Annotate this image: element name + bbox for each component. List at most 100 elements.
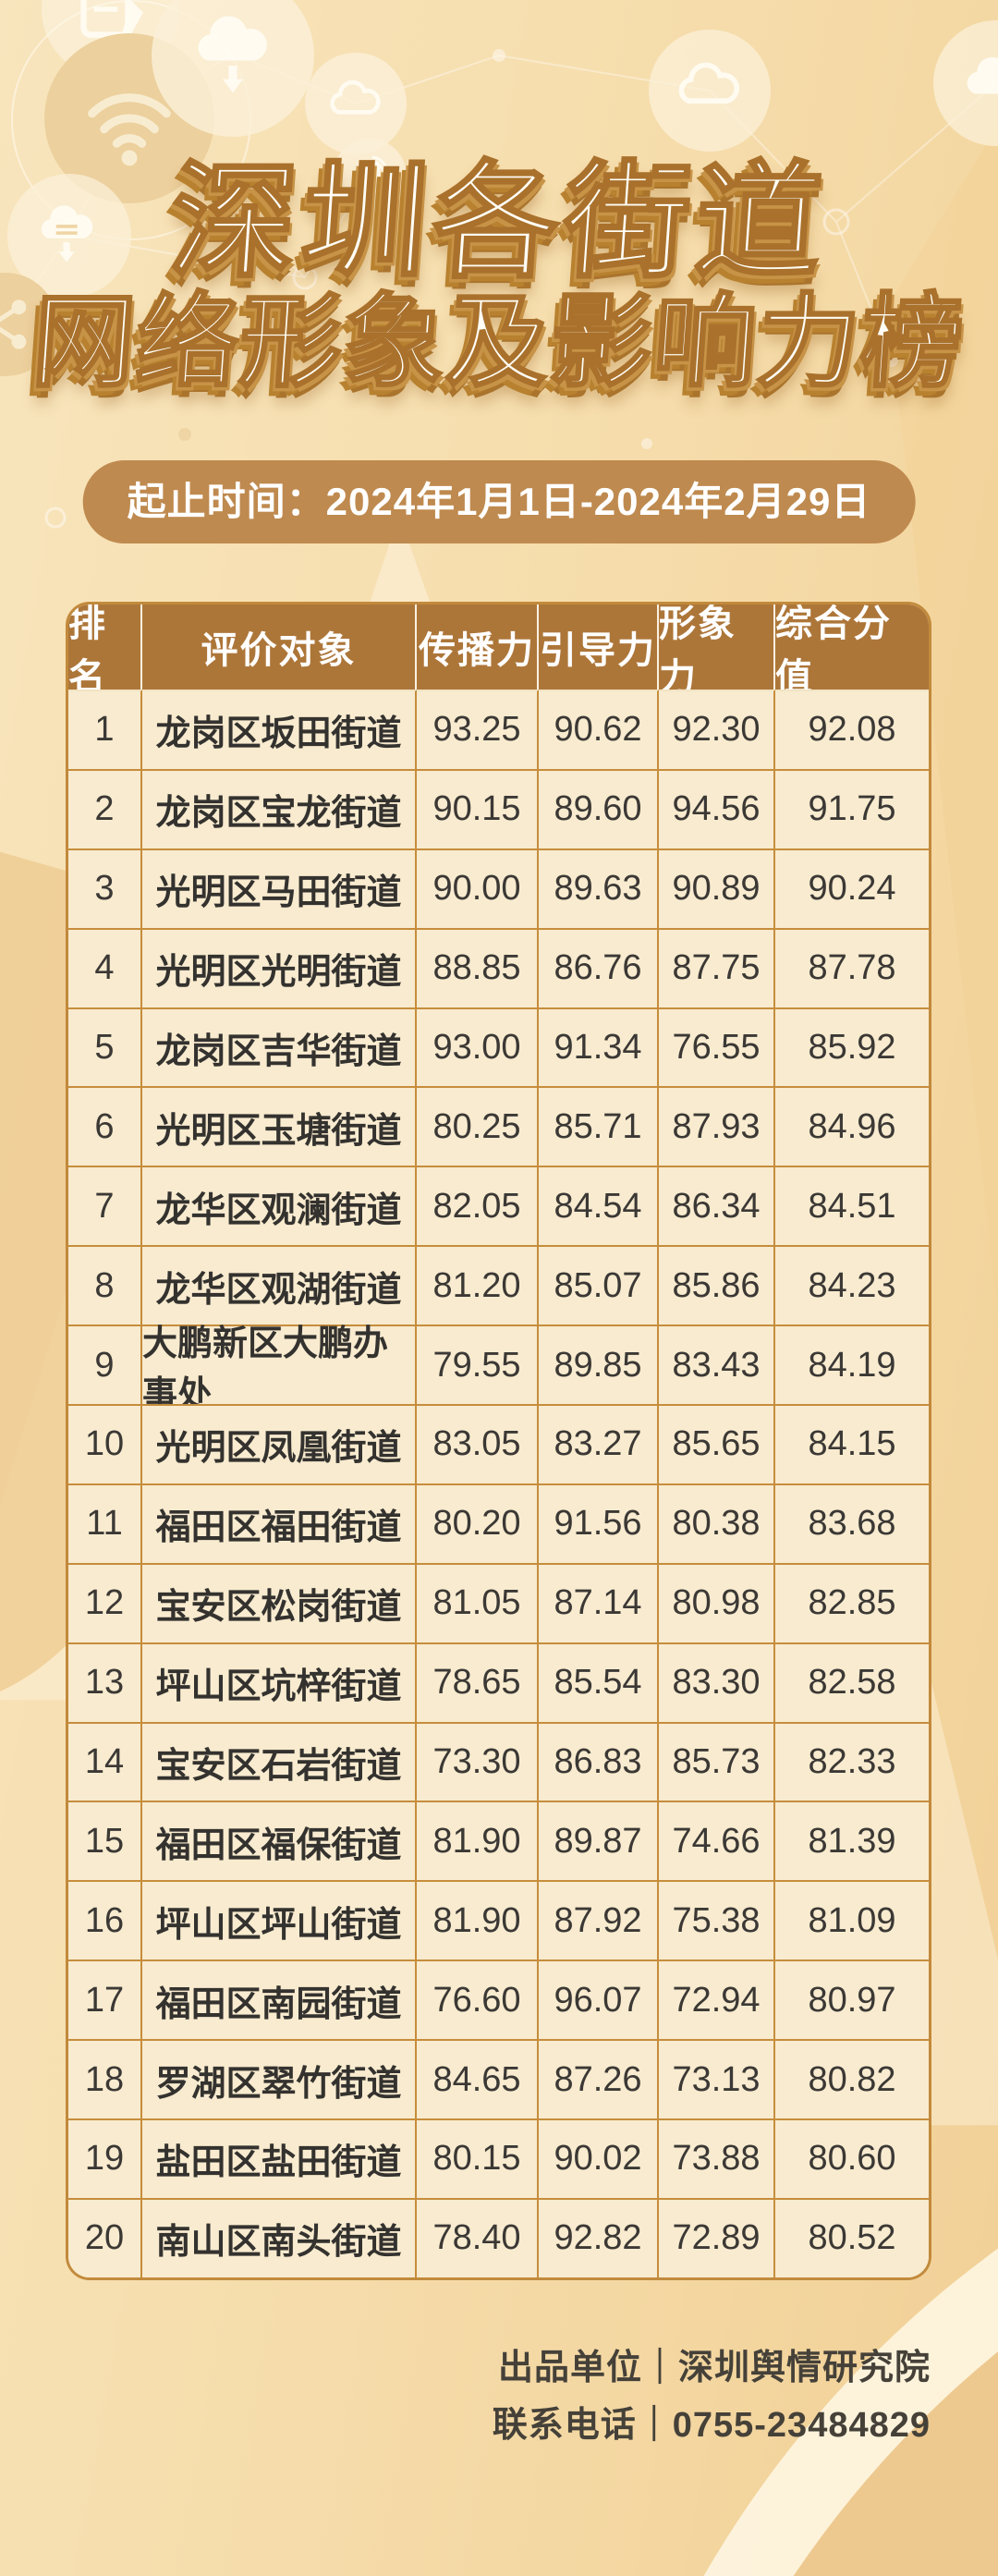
guide-score-cell: 89.60 <box>539 768 659 848</box>
street-name-cell: 龙华区观湖街道 <box>142 1245 417 1325</box>
spread-score-cell: 78.65 <box>417 1642 539 1722</box>
image-score-cell: 83.30 <box>659 1642 775 1722</box>
image-score-cell: 85.86 <box>659 1245 775 1325</box>
total-score-cell: 92.08 <box>775 690 929 769</box>
image-score-cell: 75.38 <box>659 1880 775 1960</box>
rank-cell: 17 <box>68 1959 142 2040</box>
street-name-cell: 光明区凤凰街道 <box>142 1404 417 1483</box>
total-score-cell: 90.24 <box>775 848 929 928</box>
street-name-cell: 坪山区坑梓街道 <box>142 1642 417 1722</box>
street-name-cell: 坪山区坪山街道 <box>142 1880 417 1960</box>
image-score-cell: 83.43 <box>659 1325 775 1405</box>
spread-score-cell: 78.40 <box>417 2197 539 2277</box>
guide-score-cell: 89.87 <box>539 1801 659 1881</box>
header-cell-0: 排名 <box>68 604 142 698</box>
image-score-cell: 80.98 <box>659 1562 775 1642</box>
rank-cell: 13 <box>68 1642 142 1722</box>
street-name-cell: 光明区马田街道 <box>142 848 417 928</box>
image-score-cell: 94.56 <box>659 768 775 848</box>
guide-score-cell: 87.92 <box>539 1880 659 1960</box>
spread-score-cell: 76.60 <box>417 1959 539 2040</box>
guide-score-cell: 87.14 <box>539 1562 659 1642</box>
total-score-cell: 82.58 <box>775 1642 929 1722</box>
guide-score-cell: 90.62 <box>539 690 659 769</box>
spread-score-cell: 73.30 <box>417 1721 539 1801</box>
cloud-icon <box>649 30 771 152</box>
rank-cell: 10 <box>68 1404 142 1483</box>
image-score-cell: 85.65 <box>659 1404 775 1483</box>
spread-score-cell: 81.90 <box>417 1801 539 1881</box>
street-name-cell: 龙岗区吉华街道 <box>142 1007 417 1087</box>
image-score-cell: 72.94 <box>659 1959 775 2040</box>
street-name-cell: 罗湖区翠竹街道 <box>142 2039 417 2119</box>
guide-score-cell: 84.54 <box>539 1166 659 1246</box>
footer-credits: 出品单位｜深圳舆情研究院 联系电话｜0755-23484829 <box>493 2340 931 2454</box>
total-score-cell: 80.60 <box>775 2118 929 2198</box>
street-name-cell: 宝安区石岩街道 <box>142 1721 417 1801</box>
image-score-cell: 72.89 <box>659 2197 775 2277</box>
total-score-cell: 87.78 <box>775 927 929 1007</box>
image-score-cell: 76.55 <box>659 1007 775 1087</box>
guide-score-cell: 89.63 <box>539 848 659 928</box>
guide-score-cell: 86.83 <box>539 1721 659 1801</box>
spread-score-cell: 81.05 <box>417 1562 539 1642</box>
spread-score-cell: 90.15 <box>417 768 539 848</box>
guide-score-cell: 85.07 <box>539 1245 659 1325</box>
footer-phone: 联系电话｜0755-23484829 <box>492 2405 931 2445</box>
rank-cell: 4 <box>68 927 142 1007</box>
header-cell-1: 评价对象 <box>142 604 417 690</box>
guide-score-cell: 86.76 <box>539 927 659 1007</box>
footer-producer: 出品单位｜深圳舆情研究院 <box>497 2349 931 2387</box>
cloud-download-icon <box>152 0 314 137</box>
guide-score-cell: 92.82 <box>539 2197 659 2277</box>
rank-cell: 12 <box>68 1562 142 1642</box>
rank-cell: 6 <box>68 1086 142 1166</box>
phone-wifi-icon <box>333 139 407 213</box>
header-cell-4: 形象力 <box>659 604 775 698</box>
rank-cell: 2 <box>68 768 142 848</box>
image-score-cell: 90.89 <box>659 848 775 928</box>
guide-score-cell: 89.85 <box>539 1325 659 1405</box>
spread-score-cell: 88.85 <box>417 927 539 1007</box>
total-score-cell: 81.09 <box>775 1880 929 1960</box>
rank-cell: 18 <box>68 2039 142 2119</box>
page-title-line1: 深圳各街道 <box>164 151 834 294</box>
guide-score-cell: 90.02 <box>539 2118 659 2198</box>
street-name-cell: 福田区福保街道 <box>142 1801 417 1881</box>
image-score-cell: 86.34 <box>659 1166 775 1246</box>
guide-score-cell: 85.54 <box>539 1642 659 1722</box>
spread-score-cell: 90.00 <box>417 848 539 928</box>
total-score-cell: 80.82 <box>775 2039 929 2119</box>
image-score-cell: 73.88 <box>659 2118 775 2198</box>
image-score-cell: 73.13 <box>659 2039 775 2119</box>
street-name-cell: 南山区南头街道 <box>142 2197 417 2277</box>
spread-score-cell: 80.25 <box>417 1086 539 1166</box>
image-score-cell: 85.73 <box>659 1721 775 1801</box>
rank-cell: 1 <box>68 690 142 769</box>
spread-score-cell: 80.20 <box>417 1483 539 1563</box>
header-cell-5: 综合分值 <box>775 604 929 698</box>
street-name-cell: 龙岗区宝龙街道 <box>142 768 417 848</box>
rank-cell: 19 <box>68 2118 142 2198</box>
spread-score-cell: 83.05 <box>417 1404 539 1483</box>
rank-cell: 9 <box>68 1325 142 1405</box>
image-score-cell: 74.66 <box>659 1801 775 1881</box>
total-score-cell: 84.51 <box>775 1166 929 1246</box>
total-score-cell: 83.68 <box>775 1483 929 1563</box>
spread-score-cell: 84.65 <box>417 2039 539 2119</box>
total-score-cell: 84.15 <box>775 1404 929 1483</box>
rank-cell: 7 <box>68 1166 142 1246</box>
image-score-cell: 87.75 <box>659 927 775 1007</box>
street-name-cell: 大鹏新区大鹏办事处 <box>142 1325 417 1414</box>
total-score-cell: 82.85 <box>775 1562 929 1642</box>
rank-cell: 11 <box>68 1483 142 1563</box>
street-name-cell: 福田区南园街道 <box>142 1959 417 2040</box>
header-cell-2: 传播力 <box>417 604 539 690</box>
total-score-cell: 82.33 <box>775 1721 929 1801</box>
spread-score-cell: 93.00 <box>417 1007 539 1087</box>
rank-cell: 15 <box>68 1801 142 1881</box>
rank-cell: 16 <box>68 1880 142 1960</box>
street-name-cell: 龙华区观澜街道 <box>142 1166 417 1246</box>
image-score-cell: 80.38 <box>659 1483 775 1563</box>
